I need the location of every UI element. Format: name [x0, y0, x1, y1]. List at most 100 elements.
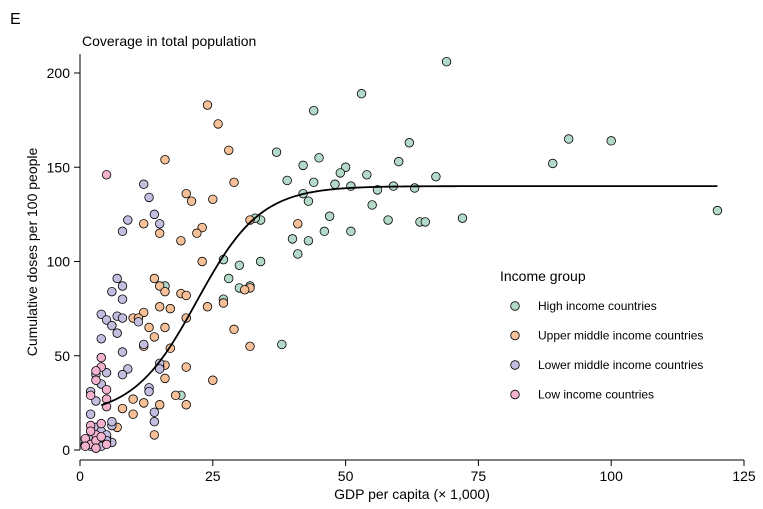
data-point [117, 313, 128, 323]
data-point [303, 236, 314, 246]
y-tick-label: 0 [62, 442, 70, 458]
data-point [101, 439, 112, 450]
data-point [309, 177, 319, 188]
y-ticks: 0 50 100 150 200 [47, 65, 80, 458]
data-point [154, 281, 165, 291]
data-point [287, 234, 298, 244]
data-point [293, 219, 303, 229]
data-point [229, 324, 239, 335]
data-point [245, 341, 255, 352]
data-point [367, 200, 377, 210]
data-point [186, 196, 197, 206]
data-point [160, 286, 170, 297]
data-point [117, 369, 128, 380]
data-point [91, 396, 101, 406]
data-point [133, 317, 144, 327]
data-point [319, 226, 330, 237]
data-point [170, 390, 181, 401]
data-point [112, 273, 122, 284]
data-point [101, 368, 112, 378]
data-point [112, 328, 122, 338]
data-point [420, 217, 430, 227]
data-point [149, 417, 160, 427]
legend-label: Lower middle income countries [538, 358, 703, 372]
legend-swatch [510, 301, 520, 311]
data-point [85, 390, 96, 401]
chart-subtitle: Coverage in total population [82, 33, 256, 49]
data-point [457, 213, 468, 223]
data-point [80, 441, 91, 451]
data-point [139, 398, 149, 408]
data-point [356, 89, 367, 99]
data-point [144, 386, 154, 397]
data-point [282, 175, 292, 186]
data-point [176, 236, 186, 246]
data-point [96, 432, 106, 442]
data-point [96, 418, 106, 429]
data-point [117, 294, 128, 304]
data-point [335, 168, 345, 178]
data-point [213, 119, 223, 129]
legend-swatch [510, 330, 520, 341]
legend: Income group High income countries Upper … [500, 268, 703, 402]
data-point [139, 219, 149, 229]
data-point [229, 177, 239, 188]
data-point [149, 430, 160, 440]
data-point [91, 366, 101, 376]
data-point [139, 307, 149, 318]
data-point [239, 285, 250, 295]
data-point [117, 403, 128, 414]
data-point [101, 170, 112, 180]
data-point [101, 315, 112, 325]
data-point [154, 219, 165, 229]
data-point [324, 211, 335, 221]
data-point [85, 426, 96, 436]
data-point [202, 302, 213, 312]
data-point [154, 302, 165, 312]
data-point [160, 155, 170, 165]
data-point [298, 160, 308, 171]
data-point [245, 215, 255, 225]
data-point [139, 179, 149, 189]
data-point [346, 226, 356, 237]
data-point [394, 156, 404, 167]
data-point [107, 286, 117, 297]
data-point [234, 260, 245, 270]
data-point [85, 409, 96, 419]
data-point [404, 138, 415, 148]
data-point [149, 332, 160, 342]
y-tick-label: 100 [47, 254, 71, 270]
data-point [218, 298, 229, 308]
data-point [224, 145, 234, 155]
data-point [309, 105, 319, 116]
data-point [330, 179, 340, 189]
data-point [117, 226, 128, 237]
data-point [181, 290, 191, 301]
data-point [271, 147, 282, 157]
data-point [107, 320, 117, 331]
y-tick-label: 150 [47, 159, 71, 175]
data-point [409, 183, 420, 193]
data-point [128, 394, 138, 404]
data-point [101, 384, 112, 395]
y-tick-label: 200 [47, 65, 71, 81]
data-point [277, 339, 287, 350]
data-point [154, 364, 165, 374]
data-point [606, 136, 616, 146]
x-tick-label: 0 [76, 468, 84, 484]
data-point [91, 375, 101, 385]
data-point [340, 162, 351, 172]
x-tick-label: 75 [471, 468, 487, 484]
data-point [96, 334, 106, 344]
axes: 0 25 50 75 100 125 0 50 100 150 200 [47, 54, 756, 484]
data-point [165, 303, 176, 314]
data-point [197, 256, 207, 267]
data-point [128, 409, 138, 419]
data-point [117, 281, 128, 291]
data-point [117, 347, 128, 357]
data-point [91, 443, 101, 453]
data-points [80, 56, 723, 453]
fit-curve [100, 185, 718, 407]
x-axis-title: GDP per capita (× 1,000) [334, 486, 490, 502]
